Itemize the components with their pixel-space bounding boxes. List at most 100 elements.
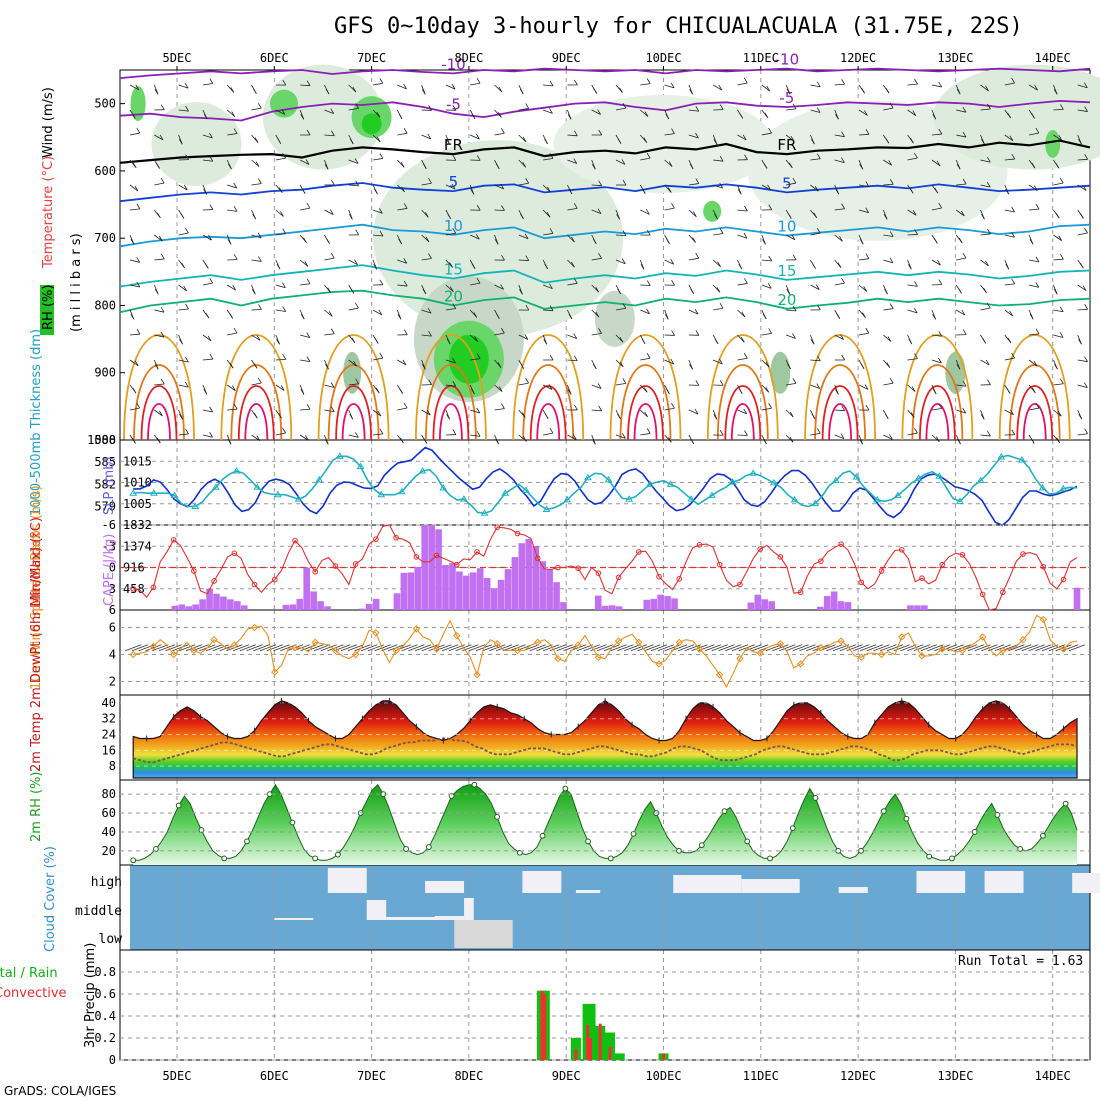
surface-wind-barb — [752, 644, 769, 652]
wind-barb-flag — [452, 381, 457, 387]
wind-barb — [980, 233, 991, 236]
wind-barb-flag — [568, 313, 573, 320]
wind-barb — [372, 433, 383, 436]
wind-barb — [300, 84, 311, 87]
pressure-tick: 900 — [94, 366, 116, 380]
wind-barb-flag — [1035, 203, 1040, 210]
wind-barb-flag — [886, 362, 891, 368]
wind-barb — [615, 107, 626, 111]
wind-barb-flag — [1053, 289, 1058, 295]
rh-marker — [448, 793, 455, 799]
wind-barb-flag — [353, 360, 357, 367]
wind-barb-flag — [422, 163, 427, 170]
wind-barb — [713, 184, 723, 189]
surface-wind-barb — [1041, 644, 1059, 652]
temp-tick: 32 — [102, 712, 116, 726]
wind-barb-flag — [816, 81, 821, 87]
wind-barb-flag — [306, 356, 311, 362]
wind-marker — [493, 640, 501, 648]
li-marker — [332, 563, 339, 569]
surface-wind-barb — [340, 644, 358, 652]
wind-barb — [615, 383, 626, 386]
surface-wind-barb — [165, 644, 182, 652]
wind-marker — [230, 641, 239, 649]
wind-barb — [980, 359, 990, 366]
rh-shading — [151, 102, 242, 186]
wind-barb — [470, 409, 480, 414]
wind-barb-flag — [495, 163, 500, 170]
wind-barb-flag — [306, 278, 311, 284]
wind-barb — [494, 284, 504, 290]
wind-barb-flag — [306, 80, 311, 86]
top-date-axis: 5DEC 6DEC 7DEC 8DEC 9DEC 10DEC 11DEC 12DEC 13DEC… — [163, 51, 1071, 70]
wind-barb-flag — [568, 188, 573, 195]
wind-barb-flag — [865, 327, 870, 334]
wind-barb-flag — [619, 337, 624, 343]
li-tick: 0 — [109, 561, 116, 575]
surface-wind-barb — [583, 644, 600, 652]
cloud-cover-label: Cloud Cover (%) — [43, 846, 58, 952]
wind-barb-flag — [765, 387, 770, 393]
wind-barb-flag — [814, 186, 819, 192]
wind-barb-flag — [671, 128, 675, 134]
wind-barb — [931, 259, 941, 266]
isotherm-label: 20 — [444, 287, 463, 305]
wind-barb-flag — [136, 328, 141, 335]
wind-barb-flag — [1031, 162, 1036, 169]
wind-barb-flag — [452, 155, 457, 161]
wind-barb-flag — [644, 411, 648, 418]
wind-barb — [1077, 109, 1088, 112]
wind-barb — [1077, 232, 1088, 236]
wind-marker — [736, 654, 744, 663]
li-marker — [474, 549, 480, 555]
rh-marker — [334, 851, 341, 858]
wind-barb-flag — [154, 288, 159, 295]
wind-barb-flag — [910, 412, 915, 418]
wind-barb — [664, 159, 673, 167]
cape-tick: 1832 — [123, 518, 152, 532]
wind-barb-flag — [355, 229, 360, 236]
wind-barb-flag — [428, 178, 432, 184]
wind-barb — [299, 259, 309, 267]
thickness-marker — [522, 486, 530, 493]
wind-barb — [518, 234, 529, 240]
wind-barb-flag — [958, 288, 962, 294]
wind-barb — [1077, 158, 1088, 161]
wind-barb-flag — [154, 89, 159, 95]
wind-barb-flag — [501, 403, 505, 409]
wind-barb-flag — [231, 111, 236, 117]
bl-temperature-contour — [814, 364, 866, 441]
rh-tick: 20 — [102, 844, 116, 858]
wind-barb-flag — [573, 333, 578, 339]
cape-bar — [365, 603, 373, 610]
wind-marker — [614, 637, 623, 645]
wind-barb — [178, 84, 189, 89]
cape-label: CAPE (J/kg) — [102, 534, 117, 606]
wind-barb — [129, 132, 140, 136]
li-marker — [1020, 551, 1026, 557]
wind-barb-flag — [282, 152, 286, 159]
bl-temperature-contour — [341, 403, 366, 441]
wind-barb — [470, 282, 481, 286]
cloud-high-block — [741, 879, 800, 893]
cloud-level-middle: middle — [75, 904, 122, 919]
wind-barb-flag — [403, 258, 408, 264]
surface-wind-barb — [125, 644, 142, 652]
bl-temperature-contour — [619, 364, 672, 441]
wind-barb-flag — [792, 254, 797, 261]
wind-barb-flag — [349, 413, 354, 420]
thickness-marker — [501, 489, 510, 496]
wind-marker — [250, 623, 259, 632]
wind-barb — [956, 257, 967, 261]
wind-barb-flag — [980, 414, 985, 420]
cape-bar — [657, 594, 664, 610]
wind-barb — [713, 307, 724, 311]
wind-barb-flag — [740, 337, 745, 343]
rh-line — [133, 783, 1078, 861]
wind-barb — [810, 384, 820, 389]
wind-barb-flag — [1079, 213, 1084, 219]
wind-barb — [154, 234, 163, 242]
precip-convective-bar — [574, 1049, 578, 1060]
wind-barb — [883, 159, 892, 166]
